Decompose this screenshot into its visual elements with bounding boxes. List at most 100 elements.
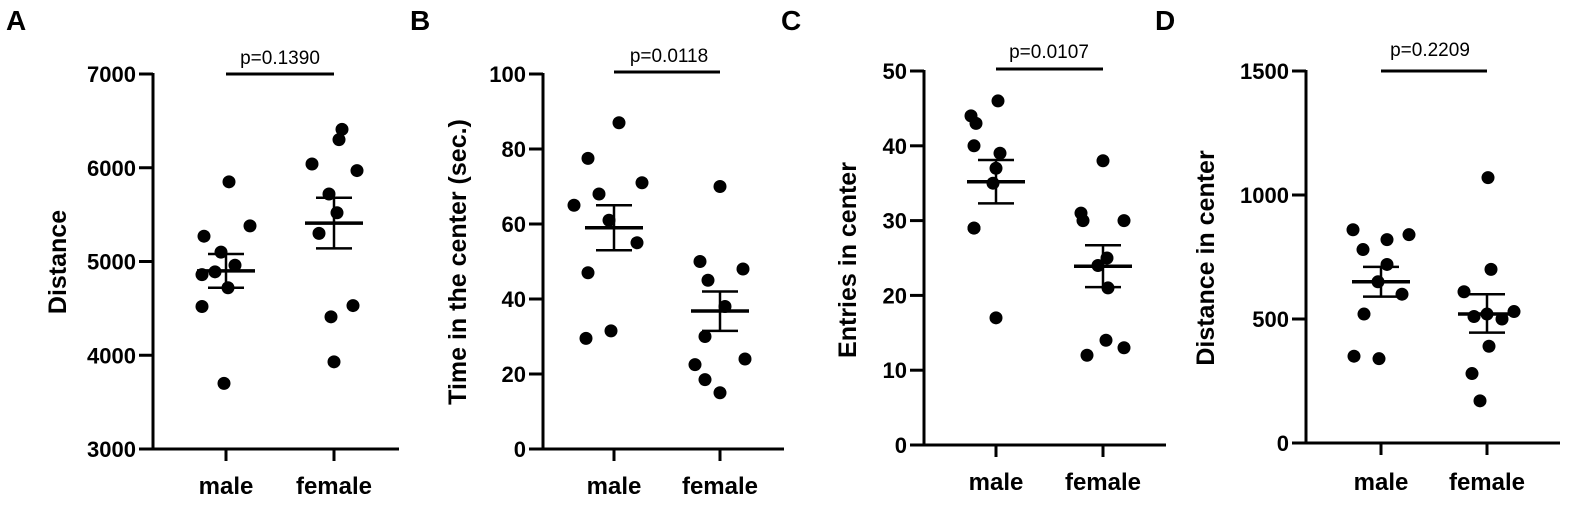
panel-b-letter: B	[410, 5, 430, 36]
panel-a-male-point	[214, 245, 228, 259]
panel-d-letter: D	[1155, 5, 1175, 36]
panel-b-p-value: p=0.0118	[630, 46, 708, 67]
panel-b-y-tick-label: 80	[502, 137, 526, 162]
panel-a-female-point	[335, 122, 349, 136]
panel-c-y-tick-label: 30	[883, 209, 907, 234]
panel-a-male-point	[222, 175, 236, 189]
panel-c-male-point	[991, 94, 1005, 108]
panel-c-male-point	[969, 116, 983, 130]
panel-b-male-point	[567, 198, 581, 212]
panel-b-y-tick-label: 60	[502, 212, 526, 237]
panel-c-y-axis-title: Entries in center	[834, 162, 862, 358]
panel-b-male-point	[579, 331, 593, 345]
panel-d-y-tick-label: 0	[1277, 431, 1289, 456]
panel-a-category-female: female	[296, 473, 372, 500]
panel-b-male-point	[612, 116, 626, 130]
panel-b-category-male: male	[587, 473, 642, 500]
panel-d-female-point	[1465, 367, 1479, 381]
panel-c-y-tick-label: 50	[883, 59, 907, 84]
panel-b-y-tick-label: 40	[502, 287, 526, 312]
panel-d-male-point	[1380, 233, 1394, 247]
panel-b-female-point	[688, 358, 702, 372]
panel-b-male-point	[604, 324, 618, 338]
panel-a-female-point	[327, 355, 341, 369]
panel-a-male-point	[195, 300, 209, 313]
panel-a-female-point	[305, 157, 319, 171]
panel-d-female-point	[1457, 285, 1471, 299]
panel-d-male-point	[1347, 349, 1361, 363]
panel-b-y-tick-label: 0	[514, 437, 526, 462]
panel-c-category-male: male	[969, 469, 1024, 496]
panel-c-male-point	[989, 311, 1003, 325]
panel-a-female-point	[324, 310, 338, 324]
panel-d-male-point	[1346, 223, 1360, 237]
panel-b-female-point	[698, 373, 712, 387]
panel-d-y-tick-label: 500	[1252, 307, 1289, 332]
panel-d-male-point	[1372, 352, 1386, 366]
panel-b-male-point	[602, 213, 616, 227]
panel-b-category-female: female	[682, 473, 758, 500]
panel-d-female-point	[1473, 394, 1487, 408]
panel-d-y-tick-label: 1000	[1240, 183, 1289, 208]
panel-a: A Distance male female p=0.1390 3000 4000…	[6, 5, 399, 500]
panel-b-female-point	[713, 386, 727, 400]
panel-a-female-point	[346, 299, 360, 313]
panel-b-male-point	[630, 236, 644, 250]
panel-d-category-male: male	[1354, 469, 1409, 496]
panel-d-male-point	[1402, 228, 1416, 242]
panel-b-male-point	[635, 176, 649, 190]
panel-d-male-point	[1380, 257, 1394, 271]
panel-a-male-point	[228, 258, 242, 272]
panel-c-female-point	[1117, 214, 1131, 228]
panel-a-p-value: p=0.1390	[240, 48, 320, 69]
panel-d-female-point	[1507, 305, 1521, 319]
panel-b-y-tick-label: 20	[502, 362, 526, 387]
panel-c-female-point	[1076, 214, 1090, 228]
panel-c-y-tick-label: 20	[883, 283, 907, 308]
panel-c-letter: C	[781, 5, 801, 36]
panel-b-female-point	[713, 180, 727, 193]
panel-c-y-tick-label: 0	[895, 433, 907, 458]
panel-b-female-point	[738, 352, 752, 366]
panel-a-category-male: male	[199, 473, 254, 500]
panel-a-female-point	[350, 164, 364, 178]
panel-d: D Distance in center male female p=0.220…	[1155, 5, 1560, 496]
panel-d-p-value: p=0.2209	[1390, 40, 1470, 61]
panel-d-male-point	[1357, 307, 1371, 321]
panel-b: B Time in the center (sec.) male female …	[410, 5, 784, 500]
panel-c-female-point	[1117, 341, 1131, 355]
panel-c-female-point	[1099, 333, 1113, 347]
panel-a-male-point	[243, 219, 257, 233]
panel-a-y-tick-label: 5000	[87, 250, 136, 275]
panel-b-y-axis-title: Time in the center (sec.)	[444, 119, 472, 405]
panel-c-male-point	[967, 221, 981, 235]
panel-d-category-female: female	[1449, 469, 1525, 496]
panel-b-male-point	[592, 187, 606, 201]
panel-a-y-tick-label: 6000	[87, 156, 136, 181]
panel-c-male-point	[993, 146, 1007, 160]
panel-a-female-point	[312, 226, 326, 240]
panel-c: C Entries in center male female p=0.0107…	[781, 5, 1166, 496]
panel-b-y-tick-label: 100	[489, 62, 526, 87]
panel-a-male-point	[217, 376, 231, 390]
panel-a-y-axis-title: Distance	[44, 210, 72, 314]
panel-c-female-point	[1080, 348, 1094, 362]
panel-d-male-point	[1395, 287, 1409, 301]
panel-b-female-point	[693, 255, 707, 268]
panel-d-female-point	[1484, 262, 1498, 276]
panel-d-female-point	[1481, 171, 1495, 185]
panel-a-y-tick-label: 4000	[87, 343, 136, 368]
panel-c-category-female: female	[1065, 469, 1141, 496]
panel-c-male-point	[967, 139, 981, 153]
panel-b-female-point	[736, 262, 750, 276]
panel-d-female-point	[1467, 310, 1481, 324]
panel-d-y-axis-title: Distance in center	[1192, 150, 1220, 366]
panel-d-y-tick-label: 1500	[1240, 59, 1289, 84]
panel-b-male-point	[581, 266, 595, 280]
panel-b-female-point	[701, 273, 715, 287]
panel-a-female-point	[332, 133, 346, 147]
panel-c-female-point	[1096, 154, 1110, 168]
panel-a-y-tick-label: 3000	[87, 437, 136, 462]
panel-a-letter: A	[6, 5, 26, 36]
